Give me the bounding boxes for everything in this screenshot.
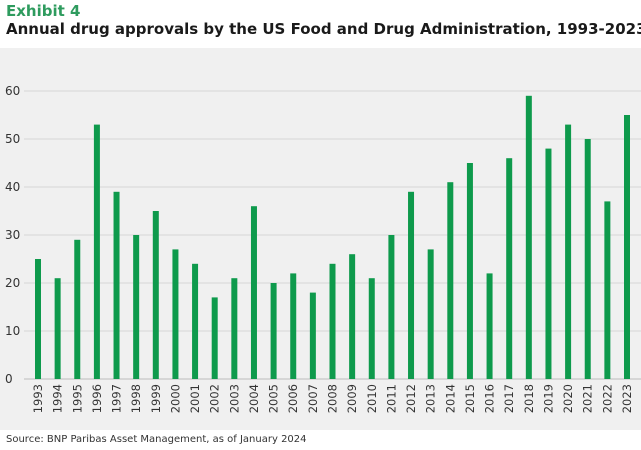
x-tick-label: 2015	[463, 384, 477, 413]
x-tick-label: 2003	[227, 384, 241, 413]
bar-2015	[466, 163, 473, 379]
bar-2017	[506, 158, 513, 379]
chart-title: Annual drug approvals by the US Food and…	[6, 20, 641, 38]
x-tick-label: 2013	[424, 384, 438, 413]
x-tick-label: 2005	[267, 384, 281, 413]
x-tick-label: 2021	[581, 384, 595, 413]
x-tick-label: 2004	[247, 384, 261, 413]
bar-2014	[447, 182, 454, 379]
x-tick-label: 2000	[168, 384, 182, 413]
bar-2009	[349, 254, 356, 379]
x-tick-label: 1996	[90, 384, 104, 413]
x-tick-label: 2014	[443, 384, 457, 413]
x-tick-label: 1998	[129, 384, 143, 413]
y-tick-label: 30	[5, 228, 20, 242]
x-tick-label: 2006	[286, 384, 300, 413]
bar-2001	[192, 263, 199, 379]
y-tick-label: 10	[5, 324, 20, 338]
x-tick-label: 2023	[620, 384, 634, 413]
x-tick-label: 2016	[483, 384, 497, 413]
bar-2005	[270, 283, 277, 379]
x-tick-label: 1993	[31, 384, 45, 413]
x-tick-label: 1997	[110, 384, 124, 413]
y-tick-label: 60	[5, 84, 20, 98]
bar-1996	[93, 124, 100, 379]
bar-2012	[408, 191, 415, 379]
x-tick-label: 1995	[70, 384, 84, 413]
x-tick-label: 2019	[541, 384, 555, 413]
bar-2002	[211, 297, 218, 379]
x-tick-label: 2002	[208, 384, 222, 413]
y-tick-label: 50	[5, 132, 20, 146]
bar-2018	[525, 95, 532, 380]
bar-2010	[368, 278, 375, 379]
x-tick-label: 1994	[51, 384, 65, 413]
bar-2000	[172, 249, 179, 379]
y-tick-label: 40	[5, 180, 20, 194]
x-tick-label: 2007	[306, 384, 320, 413]
x-tick-label: 2022	[600, 384, 614, 413]
x-tick-label: 2011	[384, 384, 398, 413]
bar-chart: 0 10 20 30 40 50 60 1993 1994 1995 1996 1997 1998 199…	[5, 84, 641, 413]
bar-2021	[584, 139, 591, 379]
x-tick-label: 2018	[522, 384, 536, 413]
bar-1998	[133, 235, 140, 379]
bar-1997	[113, 191, 120, 379]
x-tick-label: 2017	[502, 384, 516, 413]
x-tick-label: 2010	[365, 384, 379, 413]
x-tick-label: 2012	[404, 384, 418, 413]
bar-2007	[309, 292, 316, 379]
exhibit-label: Exhibit 4	[6, 2, 81, 20]
x-tick-label: 2020	[561, 384, 575, 413]
plot-area	[0, 48, 641, 430]
bar-1993	[35, 259, 41, 379]
y-tick-label: 20	[5, 276, 20, 290]
bar-2008	[329, 263, 336, 379]
bar-2004	[250, 206, 257, 379]
x-tick-label: 2009	[345, 384, 359, 413]
bar-2016	[486, 273, 493, 379]
source-note: Source: BNP Paribas Asset Management, as…	[6, 434, 307, 445]
bar-2020	[565, 124, 572, 379]
y-tick-label: 0	[5, 372, 13, 386]
bar-1994	[54, 278, 61, 379]
bar-2019	[545, 148, 552, 379]
bar-2006	[290, 273, 297, 379]
bar-2023	[624, 115, 630, 379]
x-tick-label: 2008	[326, 384, 340, 413]
bar-2011	[388, 235, 395, 379]
bar-2013	[427, 249, 434, 379]
x-tick-label: 2001	[188, 384, 202, 413]
bar-1995	[74, 239, 81, 379]
x-tick-label: 1999	[149, 384, 163, 413]
bar-2022	[604, 201, 611, 379]
bar-1999	[152, 211, 159, 379]
bar-2003	[231, 278, 238, 379]
